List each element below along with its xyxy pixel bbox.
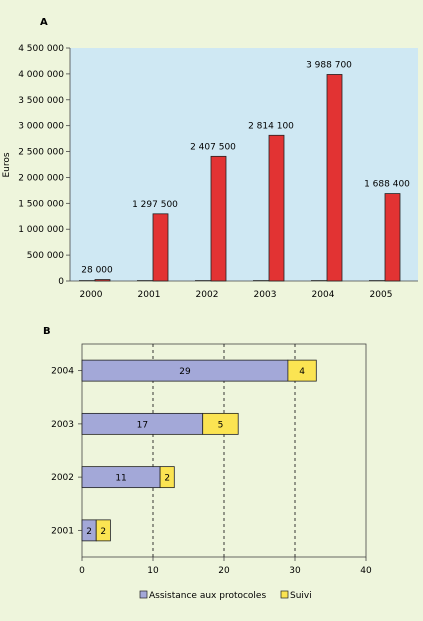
- y-tick-label: 1 500 000: [18, 199, 64, 209]
- bar: [152, 213, 169, 282]
- y-axis-title: Euros: [2, 152, 12, 177]
- y-tick-label: 4 000 000: [18, 70, 64, 80]
- y-tick-label: 0: [58, 277, 64, 287]
- x-tick-label: 0: [79, 566, 85, 576]
- bar-segment: [202, 412, 239, 435]
- bar-segment-label: 29: [179, 367, 191, 377]
- bar-segment-label: 17: [137, 420, 148, 430]
- y-tick-label: 500 000: [27, 251, 64, 261]
- x-tick-label: 2000: [80, 290, 103, 300]
- bar: [384, 193, 401, 282]
- y-tick-label: 3 000 000: [18, 122, 64, 132]
- x-tick-label: 2004: [312, 290, 335, 300]
- plot-area-a: [70, 48, 418, 281]
- bar: [326, 74, 343, 282]
- x-tick-label: 10: [147, 566, 159, 576]
- bar-value-label: 2 407 500: [190, 142, 236, 152]
- y-tick-label: 2004: [51, 367, 74, 377]
- bar: [94, 279, 111, 282]
- y-tick-label: 2001: [51, 526, 74, 536]
- x-tick-label: 2005: [370, 290, 393, 300]
- bar: [210, 155, 227, 282]
- legend-swatch: [280, 590, 289, 599]
- panel-letter-a: A: [40, 17, 48, 28]
- bar-segment: [287, 359, 317, 382]
- x-tick-label: 2003: [254, 290, 277, 300]
- bar-segment-label: 2: [164, 474, 170, 484]
- bar-value-label: 3 988 700: [306, 60, 352, 70]
- y-tick-label: 2002: [51, 473, 74, 483]
- legend-label: Assistance aux protocoles: [149, 591, 266, 601]
- bar-value-label: 1 688 400: [364, 180, 410, 190]
- x-tick-label: 40: [360, 566, 372, 576]
- y-tick-label: 4 500 000: [18, 44, 64, 54]
- y-tick-label: 2003: [51, 420, 74, 430]
- bar-value-label: 2 814 100: [248, 121, 294, 131]
- bar-segment-label: 2: [100, 527, 106, 537]
- bar-value-label: 1 297 500: [132, 200, 178, 210]
- bar: [268, 134, 285, 282]
- bar-value-label: 28 000: [81, 266, 113, 276]
- bar-segment: [95, 519, 111, 542]
- panel-letter-b: B: [43, 326, 51, 337]
- x-tick-label: 2001: [138, 290, 161, 300]
- y-tick-label: 2 000 000: [18, 173, 64, 183]
- bar-segment-label: 11: [115, 474, 126, 484]
- bar-segment-label: 2: [86, 527, 92, 537]
- legend-label: Suivi: [290, 591, 312, 601]
- bar-segment-label: 5: [218, 420, 224, 430]
- x-tick-label: 2002: [196, 290, 219, 300]
- y-tick-label: 2 500 000: [18, 148, 64, 158]
- x-tick-label: 20: [218, 566, 230, 576]
- bar-segment: [159, 466, 175, 489]
- y-tick-label: 1 000 000: [18, 225, 64, 235]
- bar-segment-label: 4: [299, 367, 305, 377]
- legend-swatch: [139, 590, 148, 599]
- x-tick-label: 30: [289, 566, 301, 576]
- y-tick-label: 3 500 000: [18, 96, 64, 106]
